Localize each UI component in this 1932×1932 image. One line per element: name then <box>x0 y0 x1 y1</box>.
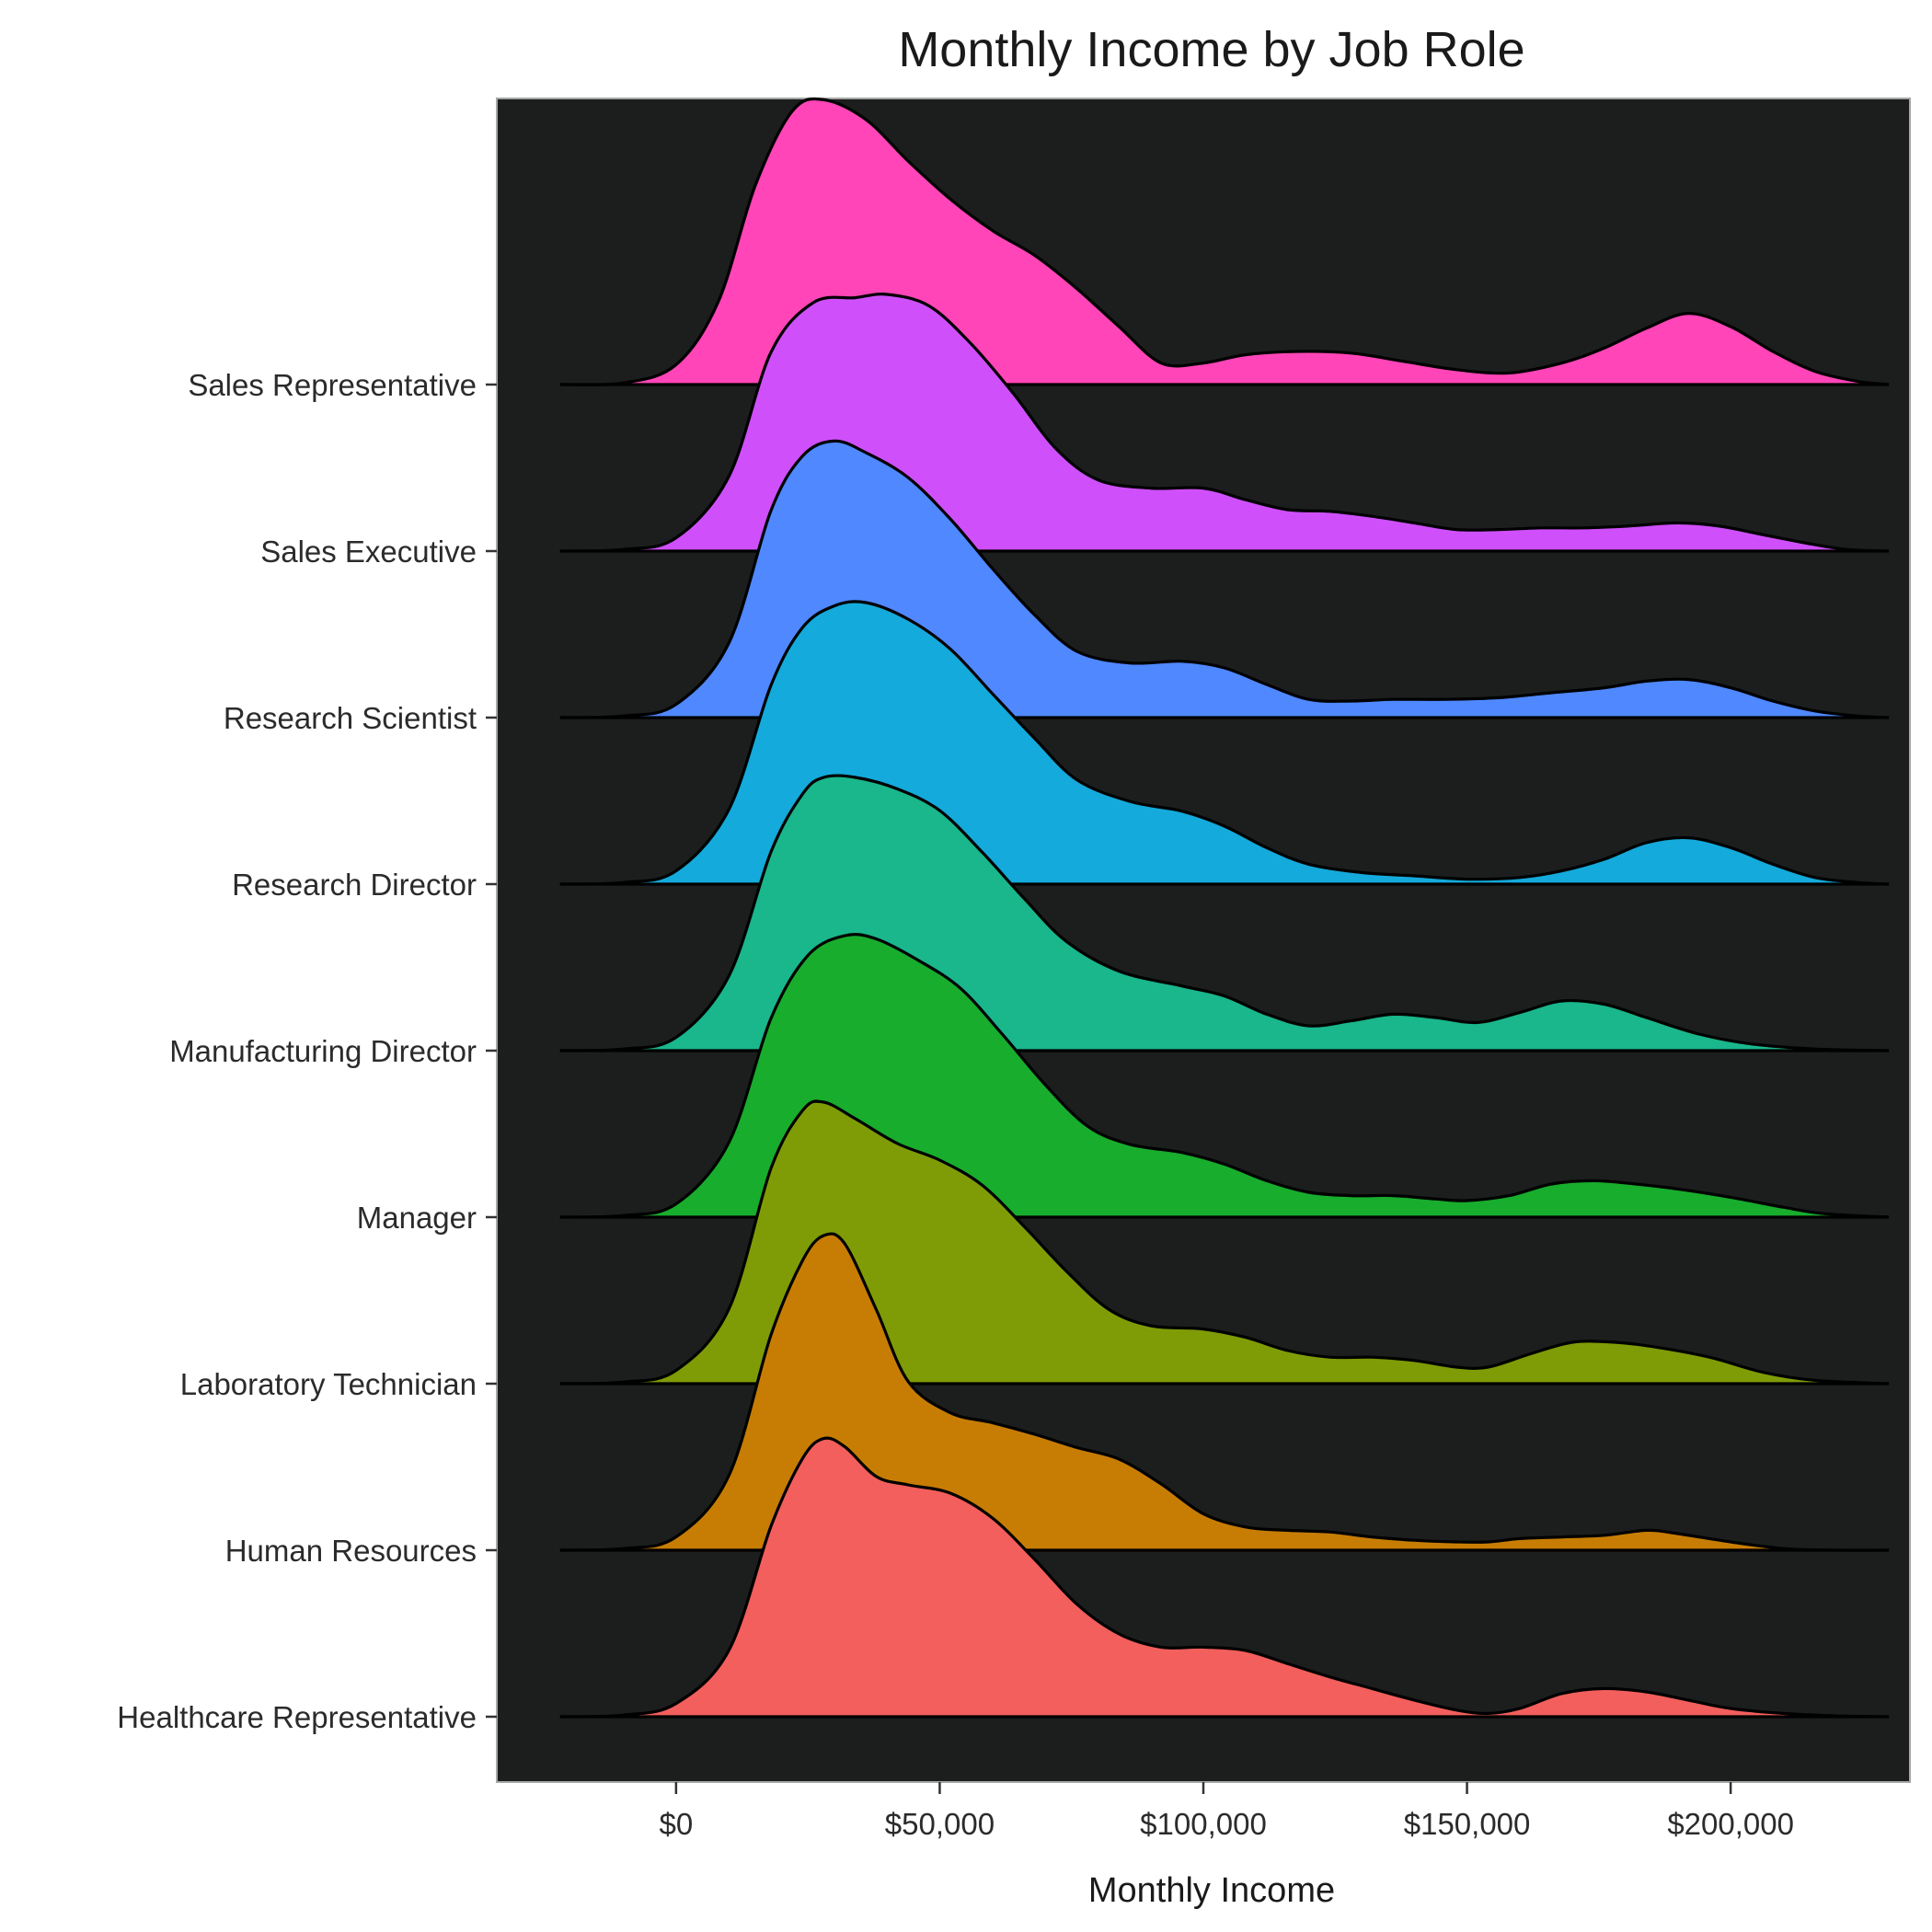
y-tick-label-healthcare-representative: Healthcare Representative <box>117 1700 477 1734</box>
chart-title: Monthly Income by Job Role <box>898 22 1524 77</box>
y-tick-label-human-resources: Human Resources <box>225 1534 477 1568</box>
ridge-healthcare-representative <box>559 1436 1890 1719</box>
y-tick-label-laboratory-technician: Laboratory Technician <box>180 1367 477 1401</box>
ridge-outline-research-director <box>559 600 1890 886</box>
y-tick-label-sales-executive: Sales Executive <box>260 535 477 569</box>
x-tick-label: $100,000 <box>1140 1807 1267 1841</box>
y-tick-label-manager: Manager <box>357 1201 477 1235</box>
ridge-outline-manager <box>559 933 1890 1219</box>
ridge-fill-healthcare-representative <box>559 1438 1890 1717</box>
ridge-fill-laboratory-technician <box>559 1101 1890 1384</box>
ridges-group <box>559 97 1890 1719</box>
x-tick-label: $200,000 <box>1667 1807 1794 1841</box>
x-tick-label: $50,000 <box>885 1807 995 1841</box>
ridge-outline-research-scientist <box>559 439 1890 719</box>
x-tick-label: $0 <box>660 1807 694 1841</box>
y-tick-label-manufacturing-director: Manufacturing Director <box>169 1034 477 1068</box>
x-axis-title: Monthly Income <box>1088 1871 1335 1910</box>
ridge-outline-laboratory-technician <box>559 1099 1890 1386</box>
x-axis: $0 $50,000 $100,000 $150,000 $200,000 <box>660 1782 1794 1841</box>
ridge-outline-human-resources <box>559 1232 1890 1552</box>
y-tick-label-research-director: Research Director <box>232 868 477 902</box>
ridge-outline-sales-executive <box>559 293 1890 553</box>
ridge-outline-manufacturing-director <box>559 774 1890 1052</box>
ridge-outline-sales-representative <box>559 97 1890 386</box>
y-axis: Sales Representative Sales Executive Resea… <box>117 368 497 1734</box>
ridge-fill-human-resources <box>559 1233 1890 1551</box>
ridge-outline-healthcare-representative <box>559 1436 1890 1719</box>
x-tick-label: $150,000 <box>1404 1807 1531 1841</box>
y-tick-label-research-scientist: Research Scientist <box>224 701 477 735</box>
y-tick-label-sales-representative: Sales Representative <box>188 368 477 402</box>
